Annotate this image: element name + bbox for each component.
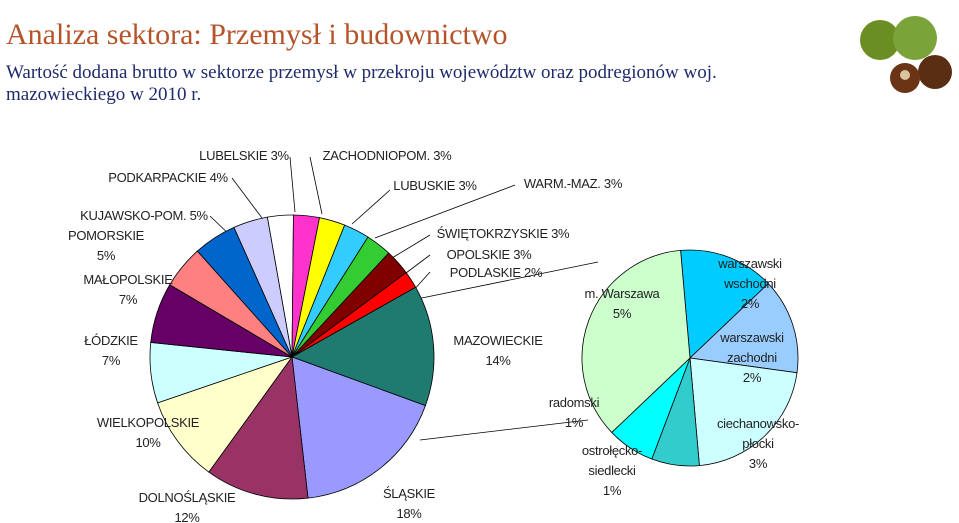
slice-category: m. Warszawa xyxy=(584,286,660,301)
slice-value: 2% xyxy=(742,370,762,385)
slice-value: 1% xyxy=(602,483,622,498)
slice-value: 1% xyxy=(564,415,584,430)
slice-value: 3% xyxy=(458,178,478,193)
slice-label: m. Warszawa 5% xyxy=(542,284,702,324)
slice-label: DOLNOŚLĄSKIE 12% xyxy=(107,488,267,523)
slice-category: ŚLĄSKIE xyxy=(382,486,436,501)
slice-label: KUJAWSKO-POM. 5% xyxy=(64,206,224,226)
slice-label: ZACHODNIOPOM. 3% xyxy=(307,146,467,166)
slice-value: 5% xyxy=(189,208,209,223)
slice-label: ŚLĄSKIE 18% xyxy=(329,484,489,523)
pie-slice xyxy=(291,286,435,407)
slice-value: 3% xyxy=(551,226,570,241)
slice-value: 7% xyxy=(118,292,138,307)
slice-label: warszawski wschodni 2% xyxy=(702,254,798,314)
slice-category: ZACHODNIOPOM. xyxy=(322,148,431,163)
slice-category: WARM.-MAZ. xyxy=(523,176,601,191)
slice-value: 14% xyxy=(485,353,511,368)
slice-category: DOLNOŚLĄSKIE xyxy=(138,490,236,505)
slice-label: ŁÓDZKIE 7% xyxy=(31,331,191,371)
slice-value: 3% xyxy=(603,176,623,191)
slice-category: LUBUSKIE xyxy=(393,178,456,193)
slice-label: LUBELSKIE 3% xyxy=(164,146,324,166)
pie-slice xyxy=(581,249,691,434)
slice-category: ostrołęcko-siedlecki xyxy=(581,443,643,478)
slice-category: WIELKOPOLSKIE xyxy=(96,415,200,430)
slice-value: 10% xyxy=(135,435,161,450)
slice-label: PODKARPACKIE 4% xyxy=(88,168,248,188)
pie-slice xyxy=(208,355,309,500)
slice-value: 2% xyxy=(524,265,543,280)
pie-slice xyxy=(689,282,799,374)
pie-slice xyxy=(233,216,293,358)
slice-value: 3% xyxy=(748,456,768,471)
slice-category: LUBELSKIE xyxy=(199,148,268,163)
chestnut-decoration xyxy=(860,16,952,93)
pie-slice xyxy=(157,356,294,473)
slice-label: ciechanowsko-płocki 3% xyxy=(710,414,806,474)
slice-category: PODLASKIE xyxy=(449,265,521,280)
slide-title: Analiza sektora: Przemysł i budownictwo xyxy=(6,18,508,51)
slice-value: 5% xyxy=(96,248,116,263)
slice-label: ostrołęcko-siedlecki 1% xyxy=(564,441,660,501)
slice-label: warszawski zachodni 2% xyxy=(704,328,800,388)
leader-lines xyxy=(209,156,599,441)
slice-value: 3% xyxy=(433,148,452,163)
slice-category: ŁÓDZKIE xyxy=(84,333,138,348)
slice-label: POMORSKIE 5% xyxy=(26,226,186,266)
slice-label: WARM.-MAZ. 3% xyxy=(493,174,653,194)
slice-value: 3% xyxy=(513,247,532,262)
slice-value: 18% xyxy=(396,506,422,521)
slice-label: WIELKOPOLSKIE 10% xyxy=(68,413,228,453)
slice-category: POMORSKIE xyxy=(67,228,145,243)
pie-slice xyxy=(680,249,769,359)
slice-value: 3% xyxy=(270,148,290,163)
slice-category: ciechanowsko-płocki xyxy=(716,416,800,451)
slice-label: radomski 1% xyxy=(526,393,622,433)
slice-category: radomski xyxy=(548,395,600,410)
slice-category: warszawski zachodni xyxy=(720,330,784,365)
slice-label: ŚWIĘTOKRZYSKIE 3% xyxy=(423,224,583,244)
slice-label: PODLASKIE 2% xyxy=(416,263,576,283)
slice-category: PODKARPACKIE xyxy=(108,170,207,185)
slice-label: LUBUSKIE 3% xyxy=(355,176,515,196)
slice-value: 5% xyxy=(612,306,632,321)
slice-category: KUJAWSKO-POM. xyxy=(80,208,187,223)
slice-value: 2% xyxy=(740,296,760,311)
slide-subtitle: Wartość dodana brutto w sektorze przemys… xyxy=(6,62,717,105)
slice-category: MAZOWIECKIE xyxy=(453,333,543,348)
slice-category: ŚWIĘTOKRZYSKIE xyxy=(436,226,548,241)
slice-category: MAŁOPOLSKIE xyxy=(83,272,173,287)
pie-slice xyxy=(689,357,798,467)
slice-value: 4% xyxy=(209,170,229,185)
slice-category: OPOLSKIE xyxy=(446,247,511,262)
slice-value: 12% xyxy=(174,510,200,523)
slice-label: OPOLSKIE 3% xyxy=(409,245,569,265)
slice-label: MAŁOPOLSKIE 7% xyxy=(48,270,208,310)
slice-label: MAZOWIECKIE 14% xyxy=(418,331,578,371)
slice-category: warszawski wschodni xyxy=(718,256,782,291)
pie-slice xyxy=(291,356,426,499)
slice-value: 7% xyxy=(101,353,121,368)
